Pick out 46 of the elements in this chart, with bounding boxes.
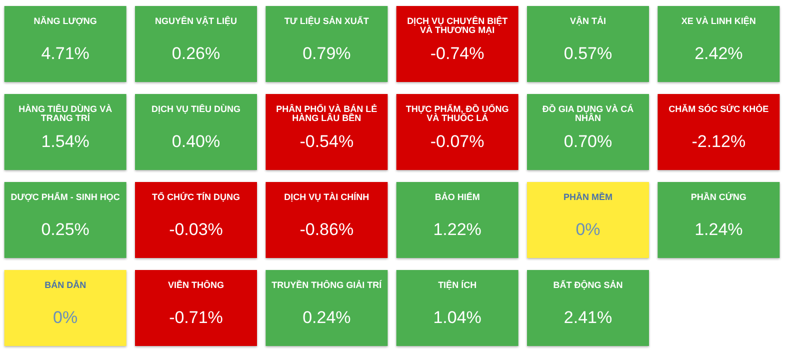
data-label: 1.24%	[694, 220, 743, 239]
data-label: -0.54%	[300, 132, 354, 151]
data-label: -0.74%	[430, 44, 484, 63]
data-label: 2.42%	[694, 44, 743, 63]
category-label: DỊCH VỤ TÀI CHÍNH	[284, 192, 370, 202]
category-label: BÁN DẪN	[44, 279, 86, 290]
data-label: 4.71%	[41, 44, 90, 63]
category-label: DƯỢC PHẨM - SINH HỌC	[10, 191, 120, 202]
category-label: PHẦN MỀM	[564, 191, 612, 202]
category-label: VẬN TẢI	[570, 15, 606, 26]
category-label: PHẦN CỨNG	[690, 191, 746, 202]
data-label: 0.24%	[302, 308, 351, 327]
data-label: 0.25%	[41, 220, 90, 239]
category-label: THỰC PHẨM, ĐỒ UỐNG VÀ THUỐC LÁ	[406, 103, 509, 123]
category-label: CHĂM SÓC SỨC KHỎE	[668, 103, 769, 114]
data-label: 0.57%	[564, 44, 612, 63]
category-label: NGUYÊN VẬT LIỆU	[154, 15, 238, 26]
category-label: DỊCH VỤ CHUYÊN BIỆT VÀ THƯƠNG MẠI	[407, 15, 508, 35]
data-label: -0.71%	[169, 308, 223, 327]
category-label: TỔ CHỨC TÍN DỤNG	[152, 191, 240, 202]
data-label: -0.03%	[169, 220, 223, 239]
data-label: 0%	[53, 308, 78, 327]
category-label: DỊCH VỤ TIÊU DÙNG	[151, 103, 241, 114]
data-label: 2.41%	[564, 308, 612, 327]
data-label: -0.86%	[300, 220, 354, 239]
data-label: -0.07%	[430, 132, 484, 151]
data-label: 1.22%	[433, 220, 482, 239]
category-label: TƯ LIỆU SẢN XUẤT	[284, 15, 370, 26]
data-label: 0.26%	[172, 44, 220, 63]
data-label: 0%	[576, 220, 600, 239]
category-label: TIỆN ÍCH	[438, 279, 477, 290]
category-label: XE VÀ LINH KIỆN	[681, 15, 756, 26]
data-label: 0.40%	[172, 132, 220, 151]
data-label: 1.04%	[433, 308, 482, 327]
category-label: HÀNG TIÊU DÙNG VÀ TRANG TRÍ	[18, 103, 113, 123]
category-label: VIỄN THÔNG	[168, 279, 224, 290]
category-label: PHÂN PHỐI VÀ BÁN LẺ HÀNG LÂU BỀN	[276, 103, 378, 123]
category-label: TRUYỀN THÔNG GIẢI TRÍ	[272, 279, 382, 290]
data-label: 0.70%	[564, 132, 612, 151]
data-label: 0.79%	[302, 44, 351, 63]
category-label: ĐỒ GIA DỤNG VÀ CÁ NHÂN	[542, 103, 634, 123]
category-label: BẤT ĐỘNG SẢN	[553, 279, 623, 290]
category-label: NĂNG LƯỢNG	[34, 16, 97, 26]
category-label: BẢO HIỂM	[434, 191, 480, 202]
data-label: 1.54%	[41, 132, 90, 151]
data-label: -2.12%	[692, 132, 746, 151]
